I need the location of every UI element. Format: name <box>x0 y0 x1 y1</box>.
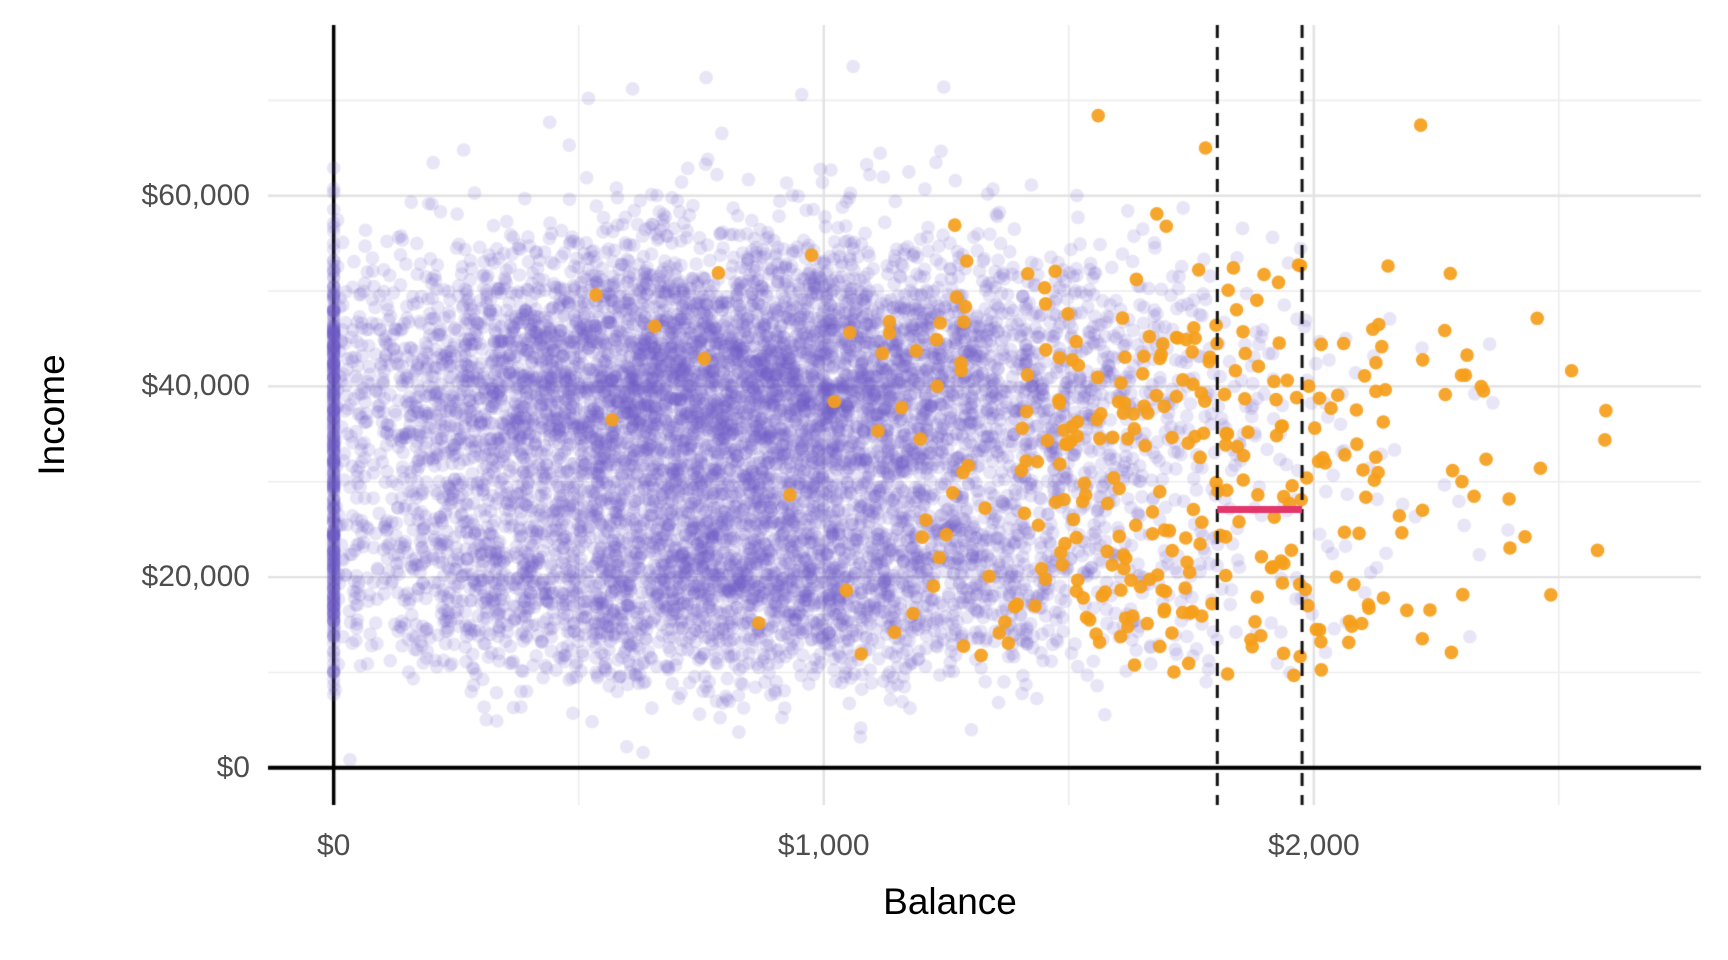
y-tick-label: $20,000 <box>141 560 250 594</box>
y-axis-title: Income <box>31 354 72 476</box>
x-axis-title: Balance <box>883 881 1017 922</box>
y-tick-label: $40,000 <box>141 369 250 403</box>
y-tick-label: $0 <box>216 750 250 784</box>
x-tick-label: $1,000 <box>777 829 870 862</box>
x-tick-label: $2,000 <box>1267 829 1360 862</box>
x-tick-label: $0 <box>316 829 351 862</box>
y-tick-label: $60,000 <box>141 178 250 212</box>
